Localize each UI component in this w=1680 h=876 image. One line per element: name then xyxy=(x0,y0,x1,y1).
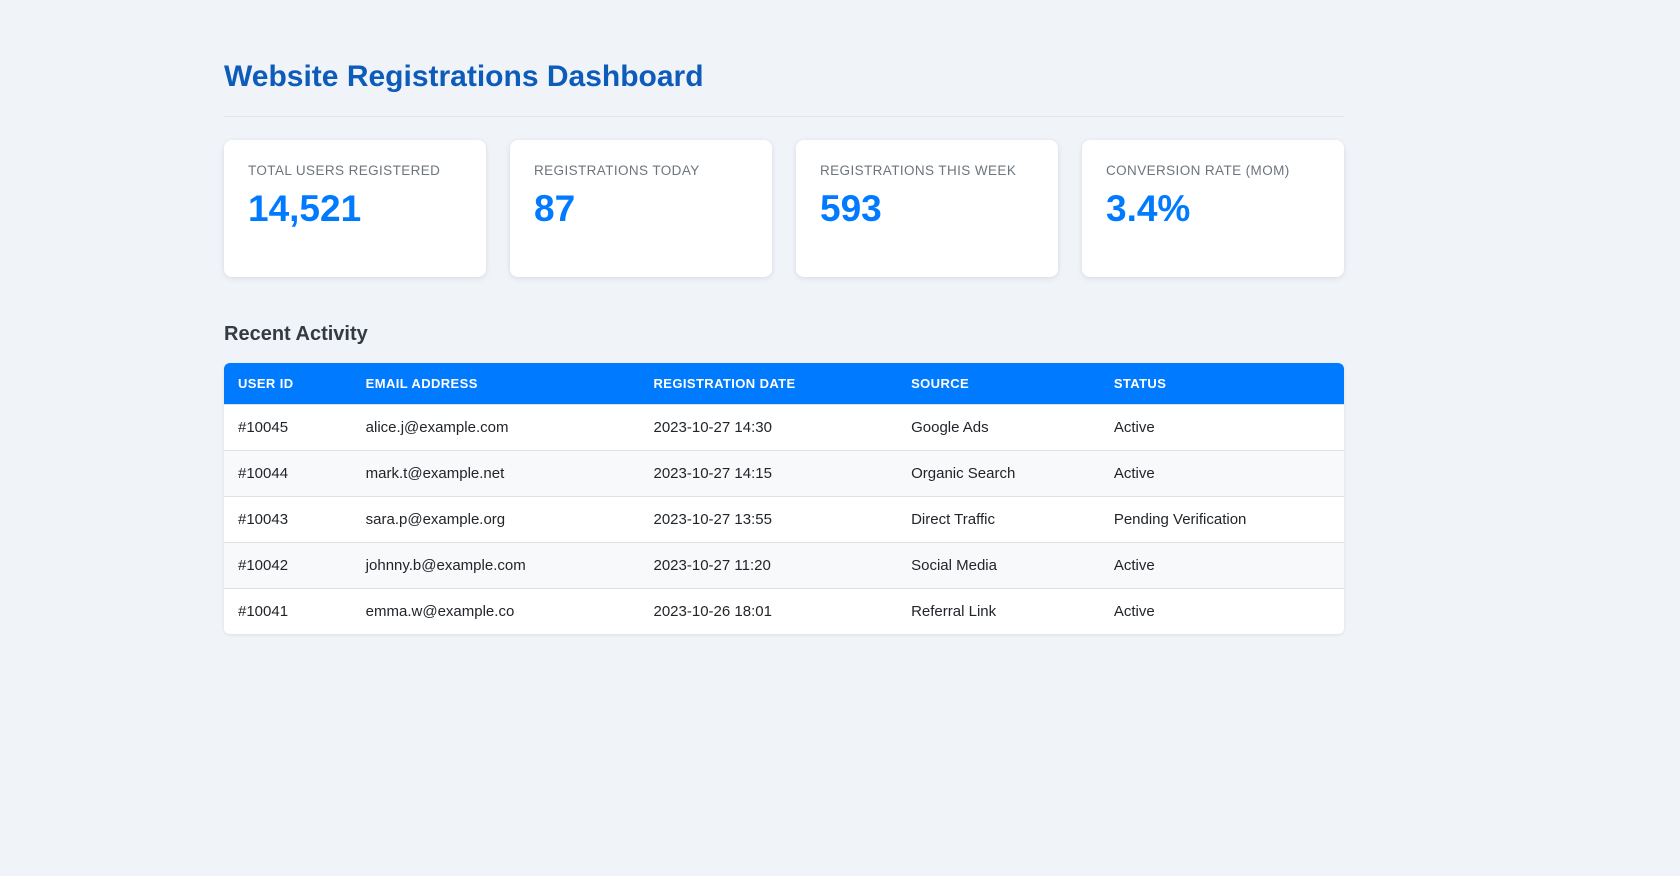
column-header-status: STATUS xyxy=(1099,363,1344,405)
stat-value: 14,521 xyxy=(248,187,362,229)
cell-registration-date: 2023-10-26 18:01 xyxy=(639,588,898,634)
cell-status: Active xyxy=(1099,542,1344,589)
stat-label: REGISTRATIONS THIS WEEK xyxy=(820,163,1017,178)
stat-value: 87 xyxy=(534,187,576,229)
stat-card-registrations-week: REGISTRATIONS THIS WEEK 593 xyxy=(796,140,1058,277)
stat-value: 593 xyxy=(820,187,882,229)
column-header-registration-date: REGISTRATION DATE xyxy=(639,363,898,405)
stat-label: CONVERSION RATE (MOM) xyxy=(1106,163,1290,178)
cell-email: emma.w@example.co xyxy=(351,588,640,634)
cell-registration-date: 2023-10-27 13:55 xyxy=(639,496,898,543)
cell-registration-date: 2023-10-27 11:20 xyxy=(639,542,898,589)
stat-label: TOTAL USERS REGISTERED xyxy=(248,163,441,178)
dashboard-page: Website Registrations Dashboard TOTAL US… xyxy=(224,0,1344,634)
table-row: #10043 sara.p@example.org 2023-10-27 13:… xyxy=(224,496,1344,543)
cell-user-id: #10045 xyxy=(224,404,352,451)
table-row: #10042 johnny.b@example.com 2023-10-27 1… xyxy=(224,542,1344,589)
stat-card-total-users: TOTAL USERS REGISTERED 14,521 xyxy=(224,140,486,277)
cell-user-id: #10041 xyxy=(224,588,352,634)
stat-cards-row: TOTAL USERS REGISTERED 14,521 REGISTRATI… xyxy=(224,140,1344,277)
cell-status: Active xyxy=(1099,588,1344,634)
stat-card-registrations-today: REGISTRATIONS TODAY 87 xyxy=(510,140,772,277)
cell-status: Pending Verification xyxy=(1099,496,1344,543)
cell-source: Direct Traffic xyxy=(897,496,1100,543)
stat-label: REGISTRATIONS TODAY xyxy=(534,163,700,178)
cell-registration-date: 2023-10-27 14:15 xyxy=(639,450,898,497)
column-header-user-id: USER ID xyxy=(224,363,352,405)
cell-email: mark.t@example.net xyxy=(351,450,640,497)
stat-card-conversion-rate: CONVERSION RATE (MOM) 3.4% xyxy=(1082,140,1344,277)
cell-email: sara.p@example.org xyxy=(351,496,640,543)
cell-user-id: #10042 xyxy=(224,542,352,589)
cell-source: Organic Search xyxy=(897,450,1100,497)
table-row: #10041 emma.w@example.co 2023-10-26 18:0… xyxy=(224,588,1344,634)
cell-source: Referral Link xyxy=(897,588,1100,634)
cell-email: johnny.b@example.com xyxy=(351,542,640,589)
cell-email: alice.j@example.com xyxy=(351,404,640,451)
recent-activity-table: USER ID EMAIL ADDRESS REGISTRATION DATE … xyxy=(224,363,1344,634)
page-title: Website Registrations Dashboard xyxy=(224,62,1344,117)
cell-status: Active xyxy=(1099,450,1344,497)
stat-value: 3.4% xyxy=(1106,187,1191,229)
cell-user-id: #10043 xyxy=(224,496,352,543)
recent-activity-heading: Recent Activity xyxy=(224,323,368,345)
table-row: #10045 alice.j@example.com 2023-10-27 14… xyxy=(224,404,1344,451)
cell-source: Google Ads xyxy=(897,404,1100,451)
table-row: #10044 mark.t@example.net 2023-10-27 14:… xyxy=(224,450,1344,497)
cell-status: Active xyxy=(1099,404,1344,451)
cell-user-id: #10044 xyxy=(224,450,352,497)
column-header-email: EMAIL ADDRESS xyxy=(351,363,640,405)
column-header-source: SOURCE xyxy=(897,363,1100,405)
table-header-row: USER ID EMAIL ADDRESS REGISTRATION DATE … xyxy=(224,363,1344,405)
cell-source: Social Media xyxy=(897,542,1100,589)
cell-registration-date: 2023-10-27 14:30 xyxy=(639,404,898,451)
